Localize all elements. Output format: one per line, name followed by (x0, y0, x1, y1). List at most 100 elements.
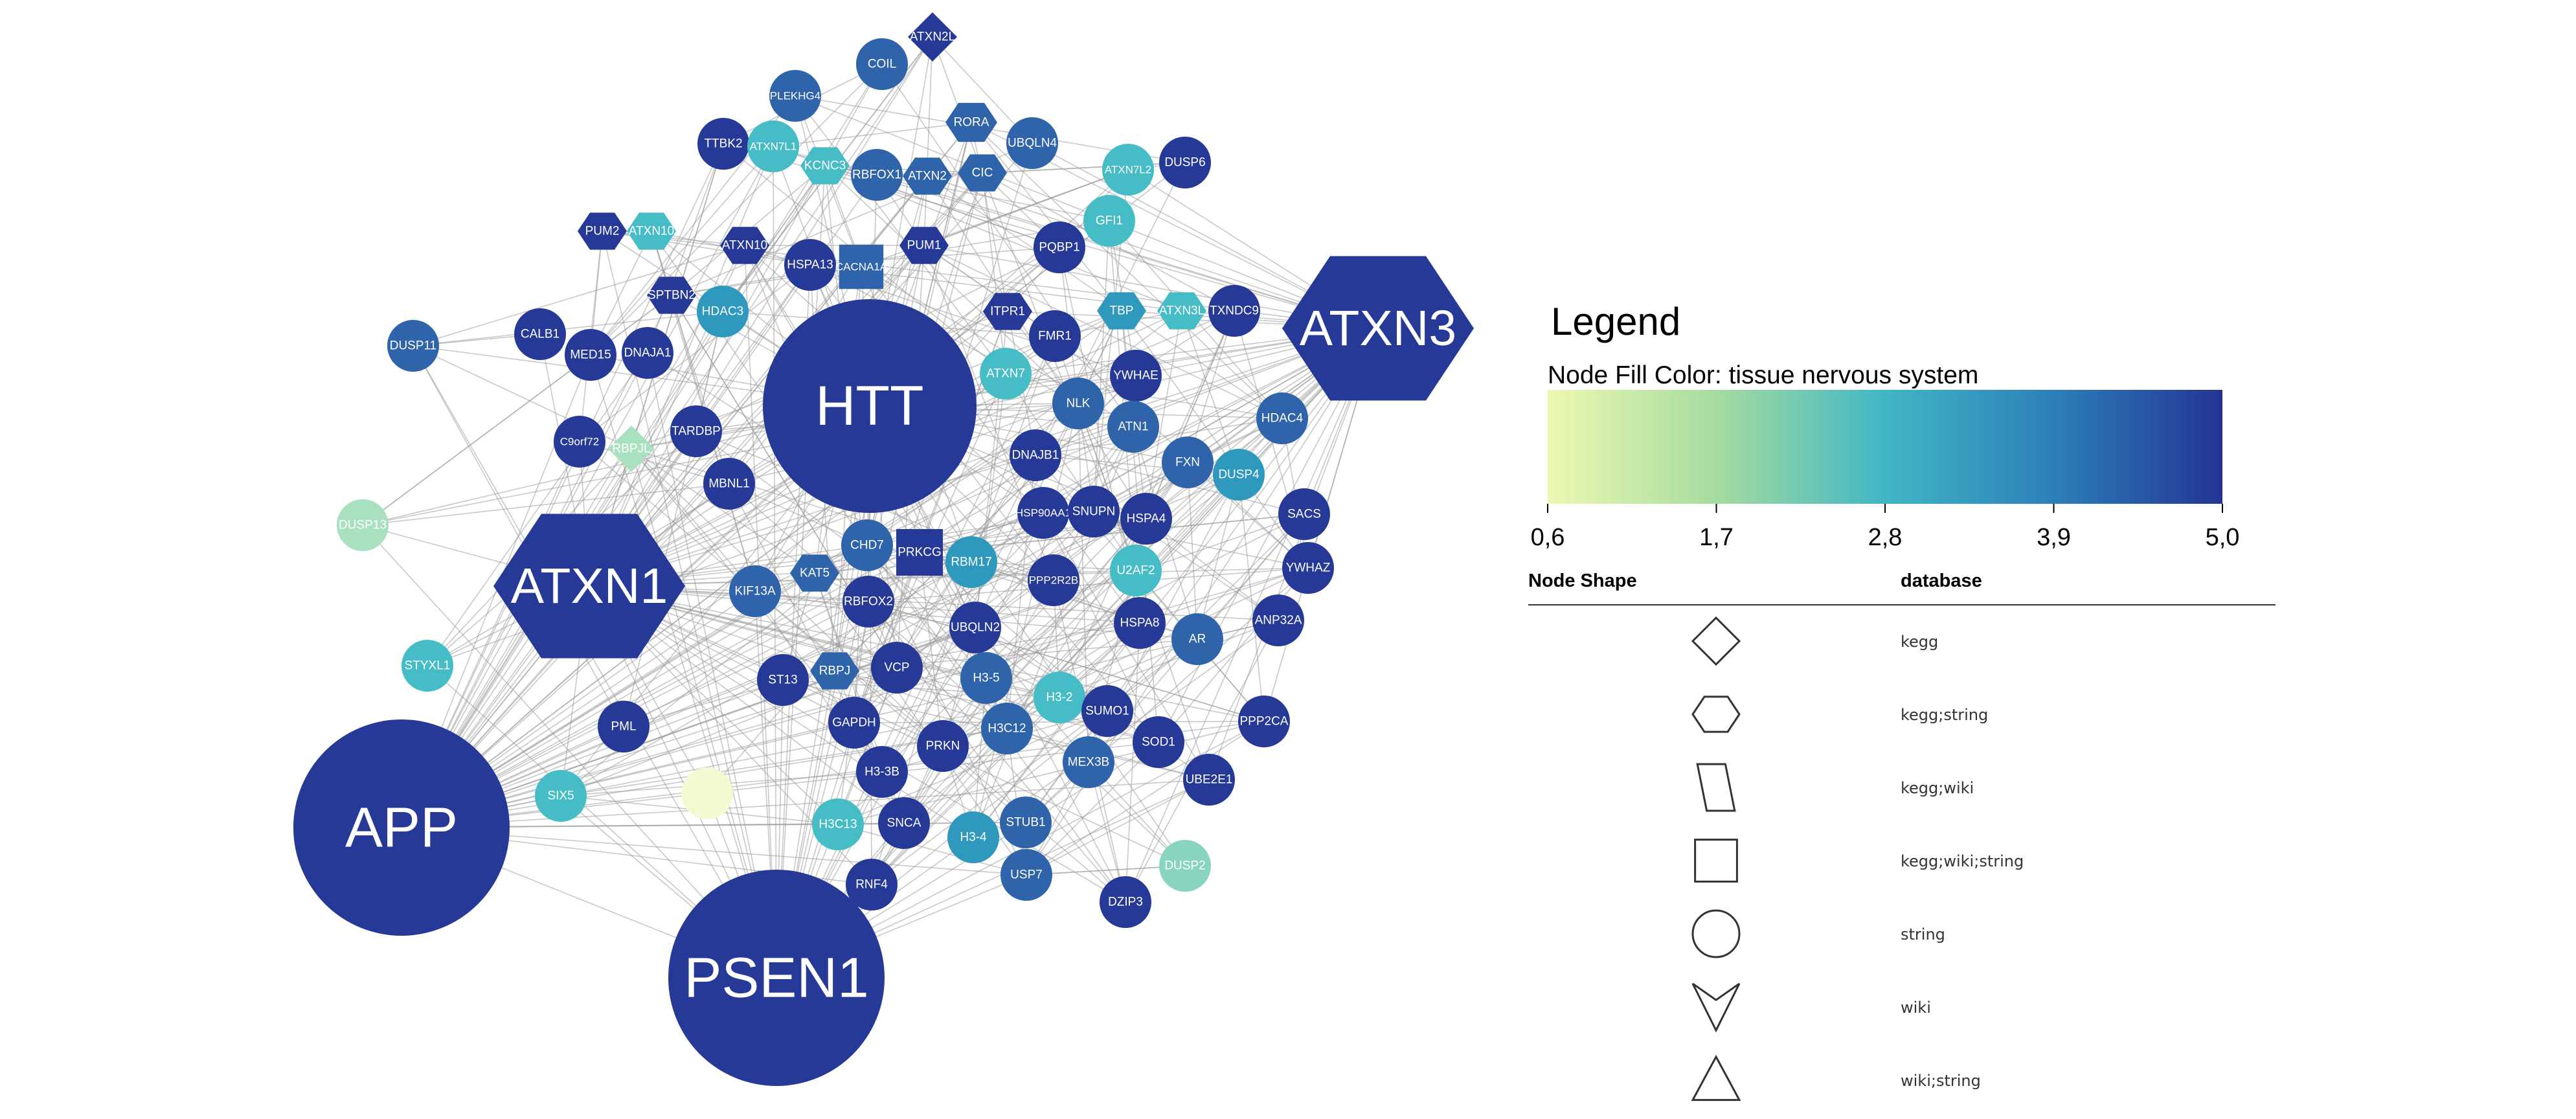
network-node[interactable]: FXN (1162, 436, 1214, 488)
network-node[interactable]: HSPA13 (784, 239, 836, 291)
network-node[interactable]: HSPA4 (1120, 493, 1172, 545)
network-node[interactable]: PPP2CA (1238, 695, 1290, 747)
network-node[interactable]: TARDBP (670, 405, 722, 457)
network-node[interactable]: STYXL1 (401, 640, 453, 692)
network-node[interactable]: TXNDC9 (1208, 285, 1260, 337)
network-node[interactable]: DUSP2 (1159, 840, 1211, 892)
network-node[interactable]: RBPJL (608, 425, 655, 472)
network-node[interactable]: DUSP11 (387, 320, 439, 372)
network-node[interactable]: RORA (945, 102, 997, 142)
network-node[interactable]: C9orf72 (554, 416, 605, 468)
network-node[interactable]: MED15 (565, 329, 616, 381)
network-node[interactable]: GAPDH (828, 697, 880, 749)
network-node[interactable]: H3-5 (960, 652, 1012, 704)
node-label: ATXN7L1 (750, 141, 797, 153)
network-node[interactable]: DUSP6 (1159, 137, 1211, 188)
network-node[interactable]: H3C12 (981, 703, 1033, 754)
network-node[interactable]: UBQLN4 (1006, 117, 1058, 169)
network-node[interactable]: PRKCG (896, 529, 943, 576)
network-node[interactable]: ATXN7L1 (747, 120, 799, 172)
network-node[interactable]: FMR1 (1029, 310, 1081, 362)
network-node[interactable]: ATXN10 (627, 212, 676, 250)
network-node[interactable]: CALB1 (514, 308, 566, 360)
node-shape (1278, 488, 1330, 540)
network-node[interactable]: U2AF2 (1110, 545, 1162, 596)
network-node[interactable]: APP (293, 719, 510, 936)
network-node[interactable]: GFI1 (1083, 195, 1135, 247)
node-shape (1068, 486, 1120, 537)
network-node[interactable]: COIL (856, 38, 908, 90)
network-node[interactable]: SNCA (878, 797, 930, 849)
network-node[interactable]: HSPA8 (1114, 597, 1166, 649)
network-node[interactable]: ATXN7 (980, 348, 1032, 400)
network-node[interactable]: KAT5 (790, 554, 839, 592)
network-node[interactable]: PUM2 (578, 212, 627, 250)
network-node[interactable]: SNUPN (1068, 486, 1120, 537)
network-node[interactable]: VCP (871, 642, 923, 694)
network-node[interactable]: RBFOX2 (842, 576, 894, 627)
network-node[interactable]: ATXN2 (903, 157, 952, 195)
network-node[interactable]: UBE2E1 (1183, 754, 1235, 806)
network-node[interactable]: ST13 (757, 654, 809, 706)
network-node[interactable]: ATXN10 (720, 227, 769, 264)
network-node[interactable]: RBPJ (810, 652, 859, 690)
network-node[interactable]: DUSP13 (337, 499, 389, 551)
network-node[interactable]: DNAJB1 (1010, 429, 1061, 481)
network-node[interactable]: KIF13A (729, 565, 781, 617)
network-node[interactable]: HDAC4 (1256, 392, 1308, 444)
network-node[interactable]: TBP (1097, 292, 1146, 330)
network-node[interactable]: SOD1 (1133, 716, 1184, 768)
network-node[interactable]: STUB1 (1000, 797, 1052, 848)
legend-row-hexagon: kegg;string (1691, 695, 1988, 733)
network-node[interactable]: RBFOX1 (851, 149, 903, 201)
network-node[interactable]: PQBP1 (1034, 221, 1085, 273)
network-node[interactable]: HSP90AA1 (1015, 487, 1071, 539)
network-node[interactable]: MBNL1 (703, 458, 755, 510)
node-label: CIC (972, 166, 993, 180)
network-node[interactable] (681, 767, 733, 819)
network-node[interactable]: RNF4 (846, 859, 898, 910)
network-node[interactable]: DNAJA1 (622, 327, 673, 379)
network-node[interactable]: H3-4 (947, 811, 999, 863)
network-node[interactable]: YWHAZ (1282, 542, 1334, 594)
network-node[interactable]: ATXN7L2 (1102, 144, 1154, 196)
node-label: HDAC3 (702, 305, 743, 319)
network-node[interactable]: PML (598, 701, 650, 752)
network-node[interactable]: SUMO1 (1081, 685, 1133, 737)
network-node[interactable]: H3-2 (1034, 672, 1085, 723)
network-node[interactable]: HTT (763, 299, 977, 513)
network-node[interactable]: PSEN1 (668, 870, 885, 1086)
network-node[interactable]: YWHAE (1110, 350, 1162, 401)
network-node[interactable]: ATN1 (1107, 401, 1159, 453)
network-node[interactable]: ATXN3 (1282, 256, 1474, 401)
network-node[interactable]: PRKN (917, 720, 969, 772)
network-node[interactable]: ATXN3L (1157, 292, 1206, 330)
network-node[interactable]: USP7 (1000, 849, 1052, 901)
network-node[interactable]: NLK (1052, 378, 1104, 429)
network-node[interactable]: SACS (1278, 488, 1330, 540)
network-node[interactable]: PPP2R2B (1028, 554, 1079, 606)
network-node[interactable]: H3-3B (856, 746, 908, 798)
network-node[interactable]: ATXN1 (493, 514, 685, 659)
network-node[interactable]: CHD7 (841, 519, 893, 571)
network-node[interactable]: ATXN2L (908, 12, 957, 62)
network-node[interactable]: SIX5 (535, 770, 587, 822)
network-node[interactable]: UBQLN2 (949, 602, 1001, 653)
network-node[interactable]: AR (1171, 613, 1223, 665)
network-node[interactable]: DUSP4 (1213, 449, 1265, 501)
network-node[interactable]: H3C13 (812, 798, 864, 850)
network-node[interactable]: RBM17 (945, 536, 997, 588)
network-node[interactable]: TTBK2 (697, 118, 749, 170)
network-node[interactable]: DZIP3 (1100, 876, 1151, 928)
network-node[interactable]: ITPR1 (983, 293, 1032, 330)
network-node[interactable]: KCNC3 (800, 147, 850, 185)
network-node[interactable]: CIC (958, 154, 1007, 192)
network-node[interactable]: ANP32A (1252, 594, 1304, 646)
network-node[interactable]: CACNA1A (835, 244, 888, 289)
network-node[interactable]: MEX3B (1063, 736, 1114, 788)
network-node[interactable]: PLEKHG4 (769, 70, 821, 122)
network-node[interactable]: HDAC3 (697, 286, 749, 337)
edge (589, 36, 933, 587)
network-node[interactable]: SPTBN2 (647, 277, 696, 314)
network-node[interactable]: PUM1 (899, 227, 949, 264)
